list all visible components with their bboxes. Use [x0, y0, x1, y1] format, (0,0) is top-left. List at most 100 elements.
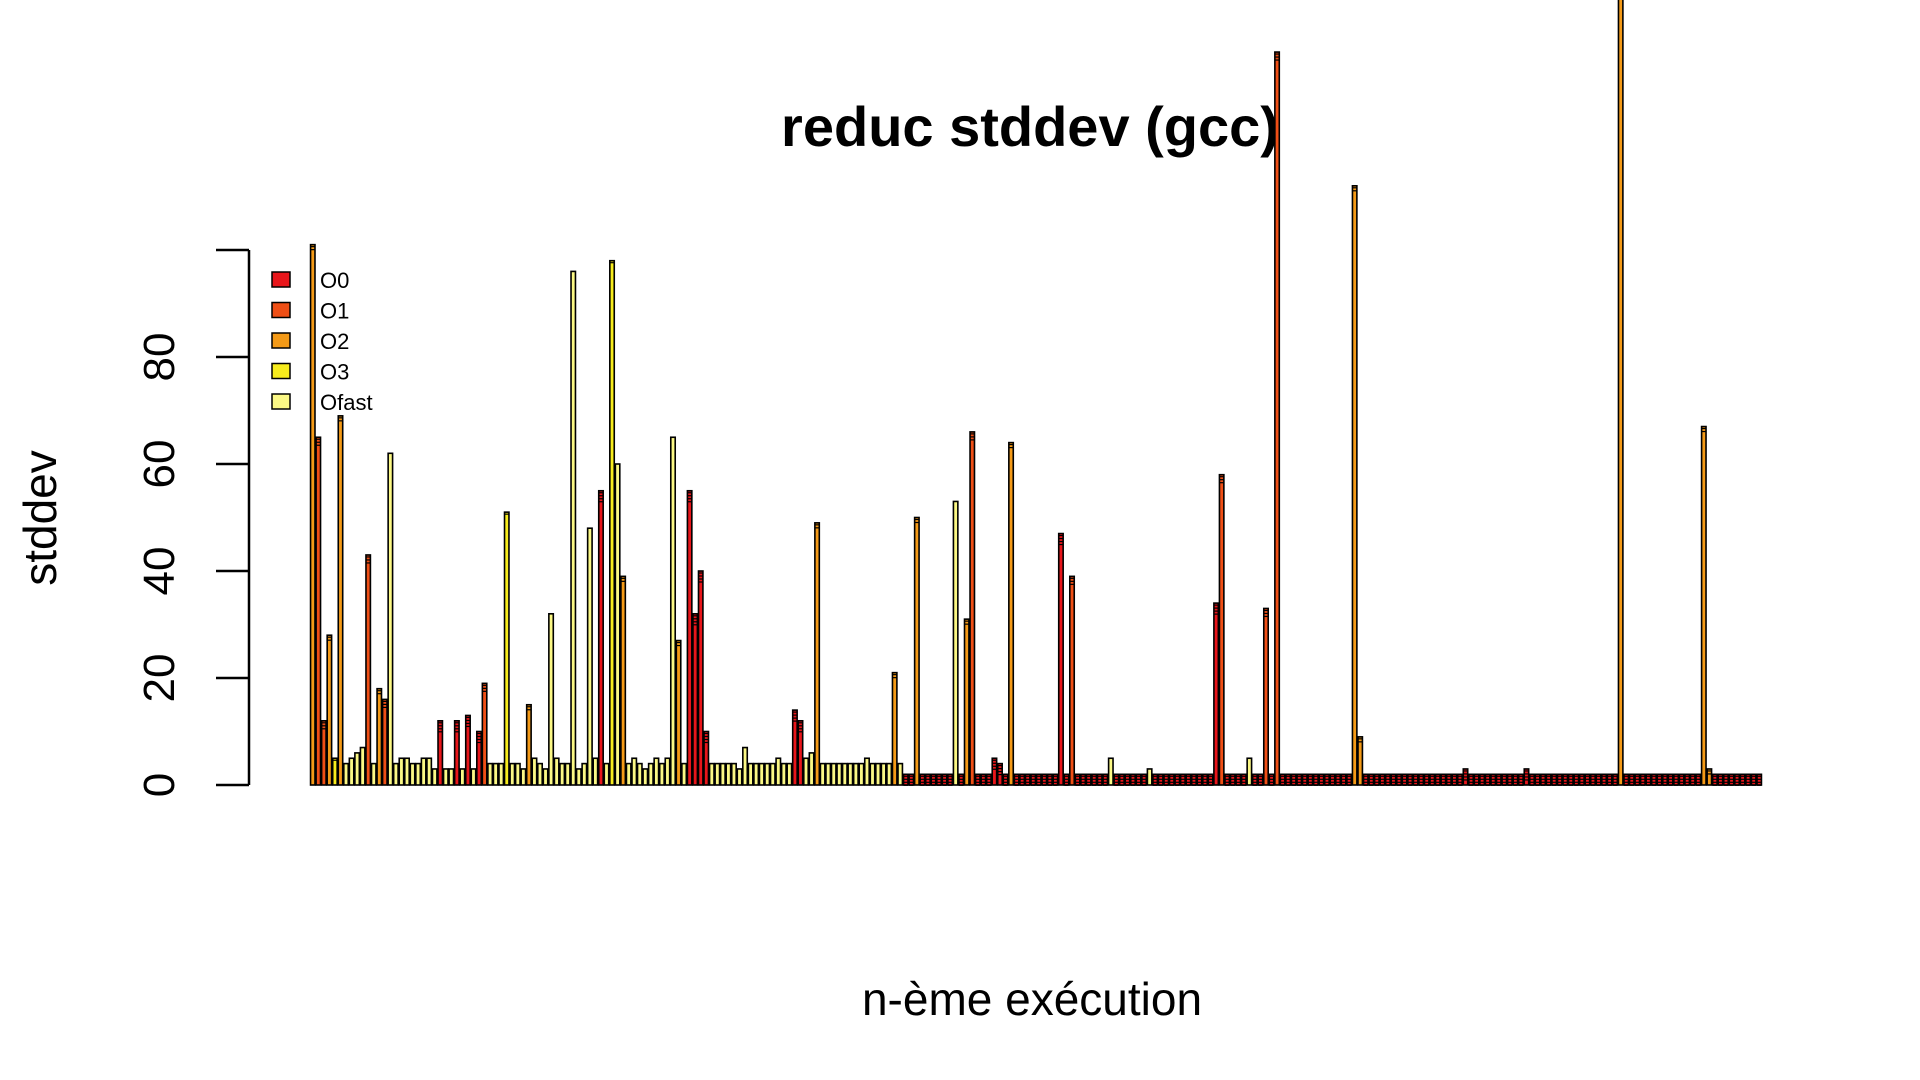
bar-segment: [897, 762, 904, 786]
bar: [775, 757, 782, 786]
bar: [398, 757, 405, 786]
bar-segment: [592, 757, 599, 786]
bar: [902, 773, 909, 786]
bar: [697, 570, 704, 786]
bar-segment: [703, 730, 710, 786]
bar: [415, 762, 422, 786]
bar: [1174, 773, 1181, 786]
bar: [1368, 773, 1375, 786]
bar-segment: [470, 768, 477, 786]
bar: [1756, 773, 1763, 786]
bar: [481, 682, 488, 786]
bar: [1462, 768, 1469, 786]
bar-segment: [886, 762, 893, 786]
bar: [1689, 773, 1696, 786]
bar-segment: [836, 762, 843, 786]
legend-swatch: [271, 393, 291, 410]
bar: [1107, 757, 1114, 786]
bar-segment: [647, 762, 654, 786]
bar: [1312, 773, 1319, 786]
x-axis-title: n-ème exécution: [862, 973, 1202, 1025]
bar: [913, 516, 920, 786]
bar: [1019, 773, 1026, 786]
bar-segment: [520, 768, 527, 786]
bar: [1412, 773, 1419, 786]
legend-item: O1: [271, 299, 349, 324]
bar: [1517, 773, 1524, 786]
legend-item: O0: [271, 268, 349, 293]
bar: [858, 762, 865, 786]
bar: [1429, 773, 1436, 786]
bar: [1346, 773, 1353, 786]
bar: [514, 762, 521, 786]
bar: [814, 522, 821, 786]
bar: [1456, 773, 1463, 786]
bar: [1440, 773, 1447, 786]
bar: [1152, 773, 1159, 786]
bar: [1307, 773, 1314, 786]
bar: [1601, 773, 1608, 786]
bar: [897, 762, 904, 786]
bar: [1318, 773, 1325, 786]
bar: [1124, 773, 1131, 786]
legend-label: Ofast: [320, 390, 373, 415]
bar: [470, 768, 477, 786]
bar: [1556, 773, 1563, 786]
bar-segment: [1706, 768, 1713, 786]
bar: [1030, 773, 1037, 786]
bar-segment: [1213, 602, 1220, 786]
bar: [597, 489, 604, 786]
bar: [1728, 773, 1735, 786]
bar: [592, 757, 599, 786]
bar: [1506, 773, 1513, 786]
bar: [935, 773, 943, 786]
bar: [1584, 773, 1591, 786]
bar: [542, 768, 549, 786]
bar: [1645, 773, 1652, 786]
legend-item: O3: [271, 360, 349, 385]
bar-segment: [459, 768, 466, 786]
bar: [1290, 773, 1297, 786]
bar: [1750, 773, 1757, 786]
bar: [708, 762, 715, 786]
bar: [1745, 773, 1752, 786]
bar: [1301, 773, 1308, 786]
bar: [1135, 773, 1142, 786]
bar: [1678, 773, 1685, 786]
bar: [376, 687, 383, 786]
bar-segment: [509, 762, 516, 786]
bar: [947, 773, 954, 786]
bar: [1501, 773, 1508, 786]
bar: [1451, 773, 1458, 786]
legend-swatch: [271, 301, 291, 319]
bar: [1567, 773, 1574, 786]
bar: [758, 762, 765, 786]
bar-segment: [658, 762, 665, 786]
bar: [1340, 773, 1347, 786]
bar: [437, 719, 444, 786]
bar: [1052, 773, 1059, 786]
bar-segment: [531, 757, 538, 786]
bar: [1063, 773, 1070, 786]
bar: [1562, 773, 1569, 786]
bar: [1296, 773, 1303, 786]
bar: [742, 746, 749, 786]
bar-segment: [354, 752, 361, 786]
bar: [343, 762, 350, 786]
legend-item: O2: [271, 329, 349, 354]
bar: [586, 527, 593, 786]
bar-segment: [963, 618, 970, 786]
bar: [1008, 441, 1015, 786]
bar-segment: [614, 463, 621, 786]
bar-segment: [376, 687, 383, 786]
bar-segment: [1146, 768, 1153, 786]
bar-segment: [575, 768, 582, 786]
bar-segment: [503, 511, 510, 786]
bar: [1118, 773, 1125, 786]
bar: [797, 719, 804, 786]
bar-segment: [1262, 607, 1270, 786]
bar: [1423, 773, 1430, 786]
bar: [736, 768, 743, 786]
bar: [786, 762, 793, 786]
bar-segment: [415, 762, 422, 786]
